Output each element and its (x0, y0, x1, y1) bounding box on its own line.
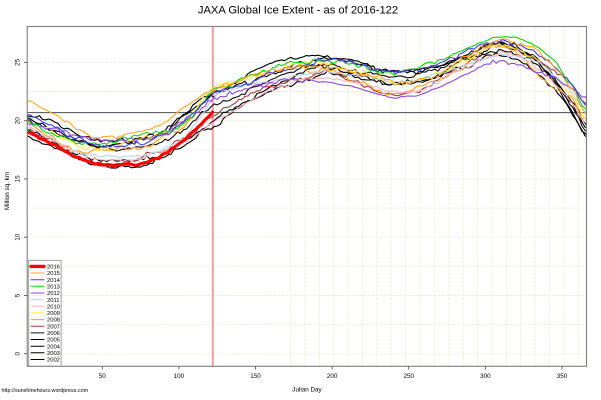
svg-text:200: 200 (327, 373, 338, 380)
svg-text:Julian Day: Julian Day (292, 386, 322, 393)
svg-text:2002: 2002 (47, 358, 60, 364)
svg-text:250: 250 (403, 373, 414, 380)
svg-text:15: 15 (15, 175, 22, 183)
svg-text:2011: 2011 (47, 298, 59, 304)
svg-text:5: 5 (15, 293, 22, 297)
svg-text:2013: 2013 (47, 284, 60, 290)
svg-text:Million sq. km: Million sq. km (4, 172, 11, 210)
svg-text:2007: 2007 (47, 324, 60, 330)
svg-text:2005: 2005 (47, 338, 60, 344)
svg-text:2010: 2010 (47, 304, 60, 310)
svg-text:2003: 2003 (47, 351, 60, 357)
svg-text:2004: 2004 (47, 344, 61, 350)
svg-text:2009: 2009 (47, 311, 60, 317)
svg-text:JAXA Global Ice Extent - as of: JAXA Global Ice Extent - as of 2016-122 (198, 4, 398, 16)
svg-text:20: 20 (15, 117, 22, 125)
svg-text:2016: 2016 (47, 265, 60, 271)
svg-text:25: 25 (15, 58, 22, 66)
svg-text:2015: 2015 (47, 271, 60, 277)
svg-text:2006: 2006 (47, 331, 60, 337)
svg-text:150: 150 (250, 373, 261, 380)
svg-text:2012: 2012 (47, 291, 60, 297)
svg-text:300: 300 (480, 373, 491, 380)
svg-text:2014: 2014 (47, 278, 61, 284)
svg-text:2008: 2008 (47, 318, 60, 324)
svg-text:50: 50 (99, 373, 107, 380)
svg-text:350: 350 (557, 373, 568, 380)
svg-text:10: 10 (15, 233, 22, 241)
svg-text:0: 0 (15, 351, 22, 355)
svg-text:100: 100 (174, 373, 185, 380)
svg-text:http://sunshinehours.wordpress: http://sunshinehours.wordpress.com (2, 388, 89, 394)
